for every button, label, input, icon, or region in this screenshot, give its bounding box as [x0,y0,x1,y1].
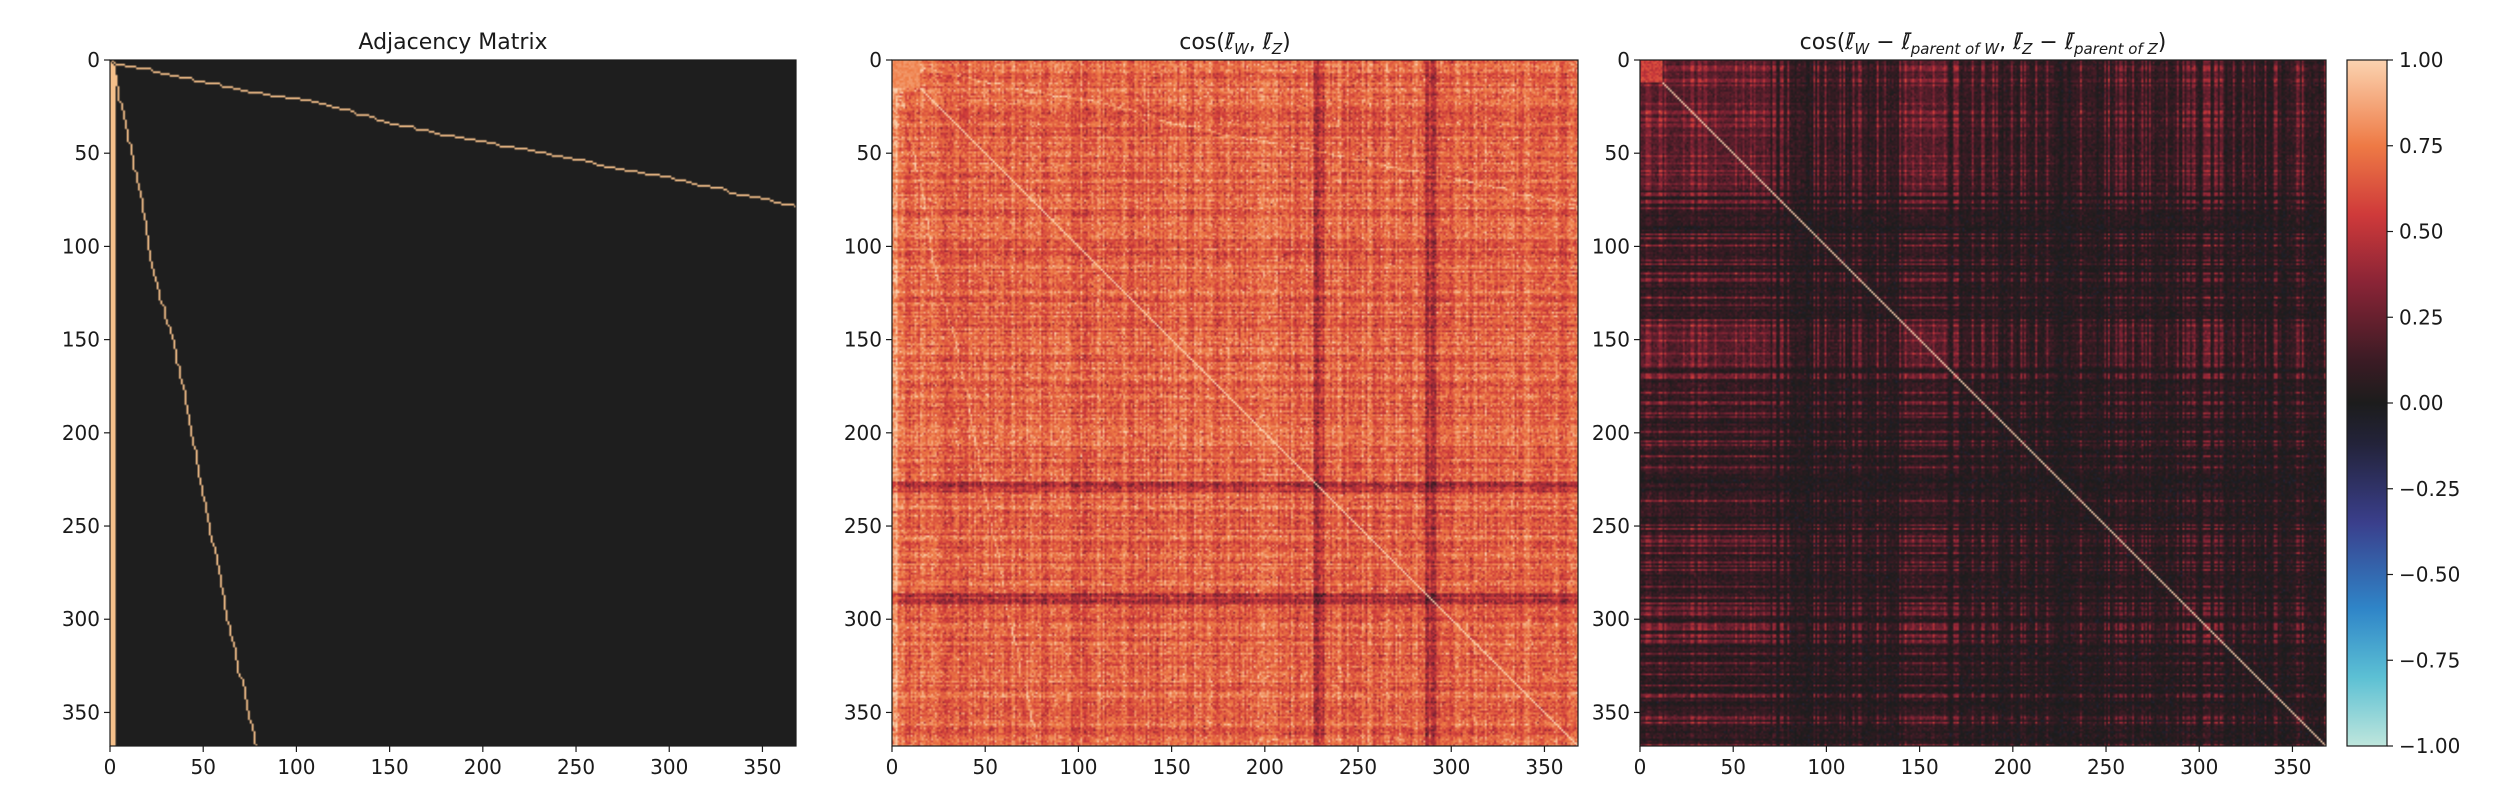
x-tick-label: 200 [1246,755,1284,779]
panel-adjacency: Adjacency Matrix 0 50 100 150 200 250 300 350 0 5… [62,30,797,779]
x-tick-label: 150 [371,755,409,779]
y-tick-label: 350 [62,700,100,724]
colorbar: 1.00 0.75 0.50 0.25 0.00 −0.25 −0.50 −0.75 −1.00 [2346,48,2460,758]
y-tick-label: 300 [844,607,882,631]
x-tick-label: 150 [1901,755,1939,779]
y-tick-label: 50 [1605,141,1630,165]
x-tick-label: 250 [1339,755,1377,779]
y-tick-label: 250 [844,514,882,538]
adjacency-heatmap [110,60,796,746]
colorbar-tick-label: −1.00 [2399,734,2460,758]
x-tick-label: 200 [1994,755,2032,779]
y-tick-label: 100 [62,234,100,258]
panel-2-title: cos(ℓ̄W, ℓ̄Z) [1179,30,1291,58]
panel-cosine: cos(ℓ̄W, ℓ̄Z) 0 50 100 150 200 250 300 350 0 50 10… [844,30,1579,779]
y-tick-label: 100 [1592,234,1630,258]
x-tick-label: 100 [1807,755,1845,779]
x-tick-label: 100 [1059,755,1097,779]
y-tick-label: 350 [1592,700,1630,724]
x-tick-label: 300 [2180,755,2218,779]
y-tick-label: 250 [1592,514,1630,538]
y-tick-label: 150 [844,328,882,352]
panel-2-axes: 0 50 100 150 200 250 300 350 0 50 100 150 200 250 300 3… [844,48,1564,779]
panel-parent-diff-cosine: cos(ℓ̄W − ℓ̄parent of W, ℓ̄Z − ℓ̄parent … [1592,30,2327,779]
panel-3-axes: 0 50 100 150 200 250 300 350 0 50 100 150 200 250 300 3… [1592,48,2312,779]
x-tick-label: 350 [1525,755,1563,779]
panel-2-frame [891,59,1579,747]
x-tick-label: 350 [2273,755,2311,779]
y-tick-label: 100 [844,234,882,258]
y-tick-label: 150 [1592,328,1630,352]
y-tick-label: 150 [62,328,100,352]
x-tick-label: 350 [743,755,781,779]
x-tick-label: 250 [2087,755,2125,779]
y-tick-label: 250 [62,514,100,538]
x-tick-label: 300 [1432,755,1470,779]
panel-1-axes: 0 50 100 150 200 250 300 350 0 50 100 150 200 250 300 3… [62,48,782,779]
colorbar-tick-label: 0.50 [2399,220,2444,244]
colorbar-tick-label: 0.25 [2399,305,2444,329]
x-tick-label: 250 [557,755,595,779]
colorbar-tick-label: −0.50 [2399,563,2460,587]
colorbar-tick-label: 0.75 [2399,134,2444,158]
x-tick-label: 0 [1634,755,1647,779]
panel-1-title: Adjacency Matrix [358,30,547,55]
panel-3-title: cos(ℓ̄W − ℓ̄parent of W, ℓ̄Z − ℓ̄parent … [1800,30,2167,58]
x-tick-label: 50 [190,755,215,779]
panel-1-frame [109,59,797,747]
colorbar-tick-label: −0.25 [2399,477,2460,501]
colorbar-tick-label: −0.75 [2399,648,2460,672]
x-tick-label: 0 [886,755,899,779]
x-tick-label: 200 [464,755,502,779]
colorbar-gradient [2347,60,2387,746]
y-tick-label: 300 [62,607,100,631]
x-tick-label: 100 [277,755,315,779]
y-tick-label: 200 [62,421,100,445]
colorbar-ticks: 1.00 0.75 0.50 0.25 0.00 −0.25 −0.50 −0.75 −1.00 [2387,48,2460,758]
y-tick-label: 50 [75,141,100,165]
x-tick-label: 300 [650,755,688,779]
y-tick-label: 0 [869,48,882,72]
x-tick-label: 150 [1153,755,1191,779]
cosine-heatmap [892,60,1578,746]
colorbar-tick-label: 1.00 [2399,48,2444,72]
y-tick-label: 50 [857,141,882,165]
y-tick-label: 0 [1617,48,1630,72]
y-tick-label: 0 [87,48,100,72]
y-tick-label: 200 [844,421,882,445]
y-tick-label: 200 [1592,421,1630,445]
x-tick-label: 50 [972,755,997,779]
x-tick-label: 50 [1720,755,1745,779]
x-tick-label: 0 [104,755,117,779]
colorbar-tick-label: 0.00 [2399,391,2444,415]
parent-diff-heatmap [1640,60,2326,746]
y-tick-label: 300 [1592,607,1630,631]
panel-3-frame [1639,59,2327,747]
y-tick-label: 350 [844,700,882,724]
